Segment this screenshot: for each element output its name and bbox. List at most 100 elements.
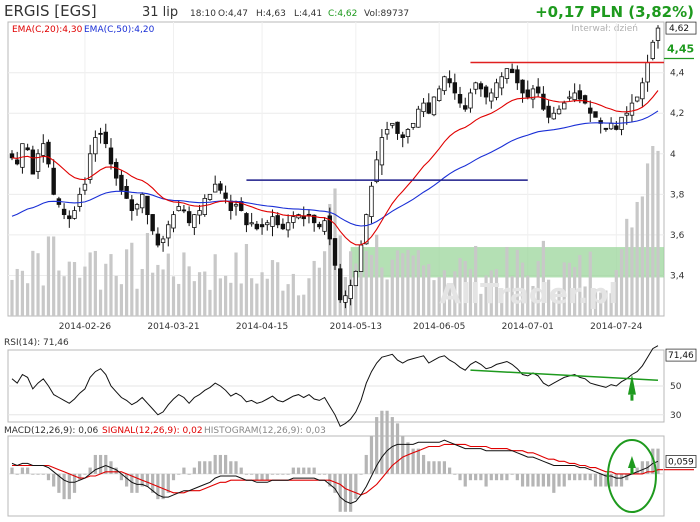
candle-body bbox=[140, 193, 145, 209]
volume-bar bbox=[52, 236, 56, 316]
candle-body bbox=[379, 137, 385, 166]
candle-body bbox=[348, 285, 353, 300]
histogram-bar bbox=[505, 473, 509, 481]
histogram-bar bbox=[98, 454, 103, 474]
volume-bar bbox=[573, 267, 577, 316]
volume-bar bbox=[651, 146, 655, 316]
candle-body bbox=[525, 89, 530, 98]
ema20-line bbox=[11, 90, 659, 246]
histogram-bar bbox=[197, 461, 202, 474]
volume-bar bbox=[250, 278, 254, 316]
histogram-bar bbox=[161, 473, 165, 500]
histogram-bar bbox=[604, 473, 608, 487]
volume-bar bbox=[20, 270, 25, 316]
candle-body bbox=[535, 86, 541, 94]
histogram-bar bbox=[72, 473, 77, 493]
candle-body bbox=[223, 192, 228, 199]
histogram-bar bbox=[463, 473, 467, 487]
candle-body bbox=[634, 96, 640, 102]
volume-bar bbox=[302, 294, 306, 316]
volume-bar bbox=[15, 268, 19, 316]
rsi-line bbox=[11, 345, 659, 428]
volume-bar bbox=[223, 275, 228, 316]
candle-body bbox=[468, 92, 473, 109]
candle-body bbox=[384, 129, 390, 135]
ema50-line bbox=[11, 110, 659, 227]
candle-body bbox=[447, 78, 452, 84]
histogram-bar bbox=[114, 467, 118, 474]
price-tick-label: 3,8 bbox=[670, 190, 685, 200]
volume-bar bbox=[489, 270, 493, 316]
volume-bar bbox=[520, 262, 525, 316]
header-high: H:4,63 bbox=[256, 9, 286, 19]
candle-body bbox=[582, 95, 588, 104]
level-lines bbox=[246, 61, 664, 181]
volume-bar bbox=[88, 252, 92, 316]
histogram-bar bbox=[520, 473, 525, 487]
candle-body bbox=[61, 208, 67, 216]
candle-body bbox=[650, 41, 655, 59]
volume-bar bbox=[593, 289, 598, 316]
price-change: +0,17 PLN (3,82%) bbox=[535, 3, 694, 21]
candle-body bbox=[72, 210, 77, 219]
volume-bar bbox=[130, 242, 134, 316]
rsi-tick-label: 50 bbox=[670, 382, 682, 392]
candle-body bbox=[655, 27, 661, 41]
histogram-bar bbox=[619, 473, 624, 487]
volume-bar bbox=[458, 258, 462, 316]
volume-bar bbox=[354, 263, 358, 316]
candle-body bbox=[562, 102, 567, 110]
volume-bar bbox=[468, 269, 473, 316]
volume-bar bbox=[416, 250, 420, 316]
histogram-bar bbox=[223, 454, 228, 474]
volume-bar bbox=[312, 260, 316, 316]
histogram-bar bbox=[557, 473, 561, 487]
volume-bar bbox=[494, 269, 499, 316]
histogram-bar bbox=[588, 473, 592, 481]
candle-body bbox=[457, 94, 463, 104]
volume-bar bbox=[213, 254, 217, 316]
volume-bar bbox=[421, 265, 426, 316]
histogram-bar bbox=[567, 473, 572, 481]
histogram-bar bbox=[609, 473, 613, 487]
candle-body bbox=[119, 174, 124, 191]
candle-body bbox=[171, 214, 176, 229]
histogram-bar bbox=[427, 461, 431, 474]
header-open: O:4,47 bbox=[218, 9, 248, 19]
candle-body bbox=[291, 216, 296, 223]
candle-body bbox=[421, 102, 426, 113]
candle-body bbox=[494, 82, 499, 98]
rsi-buy-arrow-icon bbox=[627, 374, 636, 395]
histogram-bar bbox=[41, 473, 45, 475]
rsi-last-box bbox=[665, 348, 697, 362]
volume-bar bbox=[119, 284, 124, 316]
volume-bar bbox=[218, 278, 222, 316]
volume-bar bbox=[531, 285, 535, 316]
histogram-bar bbox=[333, 473, 337, 493]
histogram-bar bbox=[322, 473, 327, 475]
candle-body bbox=[603, 127, 609, 130]
price-tick-label: 3,4 bbox=[670, 271, 685, 281]
histogram-bar bbox=[218, 454, 222, 474]
histogram-bar bbox=[411, 448, 415, 474]
histogram-bar bbox=[93, 454, 97, 474]
candle-body bbox=[192, 214, 197, 228]
volume-bar bbox=[104, 263, 108, 316]
histogram-bar bbox=[203, 461, 207, 474]
candle-body bbox=[645, 62, 650, 83]
candle-body bbox=[129, 199, 135, 211]
candle-body bbox=[212, 183, 218, 193]
volume-bar bbox=[609, 293, 613, 316]
histogram-bar bbox=[640, 461, 644, 474]
level-label-bg bbox=[666, 41, 696, 55]
histogram-bar bbox=[26, 467, 30, 474]
candle-body bbox=[530, 88, 536, 100]
candle-body bbox=[577, 90, 583, 100]
histogram-bar bbox=[349, 473, 353, 512]
histogram-bar bbox=[302, 467, 306, 474]
histogram-bar bbox=[541, 473, 545, 487]
candle-body bbox=[489, 92, 494, 102]
candle-body bbox=[343, 295, 348, 303]
histogram-bar bbox=[552, 473, 556, 493]
